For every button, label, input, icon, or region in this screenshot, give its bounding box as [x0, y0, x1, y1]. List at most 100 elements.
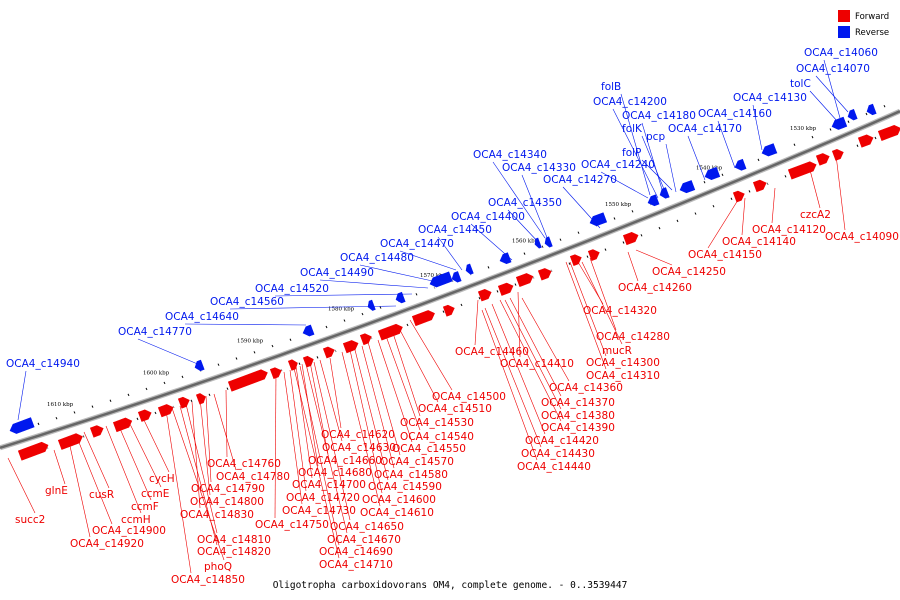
- forward-gene[interactable]: [515, 271, 537, 289]
- gene-label-oca4-c14780[interactable]: OCA4_c14780: [216, 471, 290, 483]
- forward-gene[interactable]: [287, 358, 301, 372]
- reverse-gene[interactable]: [846, 108, 859, 123]
- gene-label-oca4-c14920[interactable]: OCA4_c14920: [70, 538, 144, 550]
- reverse-gene[interactable]: [658, 187, 671, 202]
- gene-label-oca4-c14320[interactable]: OCA4_c14320: [583, 305, 657, 317]
- gene-label-oca4-c14530[interactable]: OCA4_c14530: [400, 417, 474, 429]
- gene-label-ccme[interactable]: ccmE: [141, 488, 169, 500]
- forward-gene[interactable]: [815, 151, 833, 167]
- gene-label-oca4-c14260[interactable]: OCA4_c14260: [618, 282, 692, 294]
- gene-label-oca4-c14280[interactable]: OCA4_c14280: [596, 331, 670, 343]
- gene-label-oca4-c14640[interactable]: OCA4_c14640: [165, 311, 239, 323]
- gene-label-oca4-c14570[interactable]: OCA4_c14570: [380, 456, 454, 468]
- forward-gene[interactable]: [195, 392, 209, 406]
- reverse-gene[interactable]: [703, 166, 722, 183]
- gene-label-oca4-c14180[interactable]: OCA4_c14180: [622, 110, 696, 122]
- gene-label-oca4-c14380[interactable]: OCA4_c14380: [541, 410, 615, 422]
- reverse-gene[interactable]: [464, 263, 476, 278]
- forward-gene[interactable]: [831, 147, 847, 162]
- forward-gene[interactable]: [112, 416, 136, 434]
- gene-label-oca4-c14900[interactable]: OCA4_c14900: [92, 525, 166, 537]
- forward-gene[interactable]: [732, 189, 748, 204]
- gene-label-glne[interactable]: glnE: [45, 485, 68, 497]
- gene-label-oca4-c14540[interactable]: OCA4_c14540: [400, 431, 474, 443]
- gene-label-oca4-c14830[interactable]: OCA4_c14830: [180, 509, 254, 521]
- forward-gene[interactable]: [137, 408, 155, 424]
- reverse-gene[interactable]: [678, 180, 697, 197]
- gene-label-oca4-c14250[interactable]: OCA4_c14250: [652, 266, 726, 278]
- forward-gene[interactable]: [442, 303, 458, 318]
- gene-label-oca4-c14940[interactable]: OCA4_c14940: [6, 358, 80, 370]
- forward-gene[interactable]: [342, 338, 362, 355]
- gene-label-folk[interactable]: folK: [622, 123, 643, 135]
- forward-gene[interactable]: [157, 402, 177, 419]
- gene-label-folp[interactable]: folP: [622, 147, 641, 159]
- gene-label-oca4-c14420[interactable]: OCA4_c14420: [525, 435, 599, 447]
- forward-gene[interactable]: [569, 252, 585, 268]
- gene-label-cych[interactable]: cycH: [149, 473, 175, 485]
- gene-label-oca4-c14690[interactable]: OCA4_c14690: [319, 546, 393, 558]
- gene-label-folb[interactable]: folB: [601, 81, 621, 93]
- gene-label-oca4-c14300[interactable]: OCA4_c14300: [586, 357, 660, 369]
- gene-label-czca2[interactable]: czcA2: [800, 209, 831, 221]
- gene-label-oca4-c14120[interactable]: OCA4_c14120: [752, 224, 826, 236]
- gene-label-oca4-c14270[interactable]: OCA4_c14270: [543, 174, 617, 186]
- forward-gene[interactable]: [587, 247, 603, 263]
- reverse-gene[interactable]: [830, 116, 849, 133]
- reverse-gene[interactable]: [394, 291, 407, 306]
- gene-label-oca4-c14800[interactable]: OCA4_c14800: [190, 496, 264, 508]
- gene-label-oca4-c14680[interactable]: OCA4_c14680: [298, 467, 372, 479]
- reverse-gene[interactable]: [865, 103, 878, 118]
- gene-label-ccmh[interactable]: ccmH: [121, 514, 151, 526]
- reverse-gene[interactable]: [8, 417, 36, 437]
- reverse-gene[interactable]: [543, 236, 555, 250]
- gene-label-oca4-c14670[interactable]: OCA4_c14670: [327, 534, 401, 546]
- gene-label-oca4-c14510[interactable]: OCA4_c14510: [418, 403, 492, 415]
- gene-label-oca4-c14440[interactable]: OCA4_c14440: [517, 461, 591, 473]
- forward-gene[interactable]: [477, 287, 495, 303]
- gene-label-oca4-c14350[interactable]: OCA4_c14350: [488, 197, 562, 209]
- gene-label-oca4-c14500[interactable]: OCA4_c14500: [432, 391, 506, 403]
- forward-gene[interactable]: [269, 366, 285, 381]
- forward-gene[interactable]: [857, 133, 877, 149]
- gene-label-oca4-c14160[interactable]: OCA4_c14160: [698, 108, 772, 120]
- gene-label-oca4-c14520[interactable]: OCA4_c14520: [255, 283, 329, 295]
- gene-label-cusr[interactable]: cusR: [89, 489, 114, 501]
- gene-label-oca4-c14820[interactable]: OCA4_c14820: [197, 546, 271, 558]
- gene-label-oca4-c14450[interactable]: OCA4_c14450: [418, 224, 492, 236]
- gene-label-oca4-c14480[interactable]: OCA4_c14480: [340, 252, 414, 264]
- reverse-gene[interactable]: [366, 299, 378, 314]
- gene-label-oca4-c14360[interactable]: OCA4_c14360: [549, 382, 623, 394]
- forward-gene[interactable]: [89, 423, 107, 439]
- gene-label-oca4-c14310[interactable]: OCA4_c14310: [586, 370, 660, 382]
- reverse-gene[interactable]: [760, 143, 779, 160]
- gene-label-oca4-c14590[interactable]: OCA4_c14590: [368, 481, 442, 493]
- reverse-gene[interactable]: [498, 252, 513, 268]
- gene-label-pcp[interactable]: pcp: [646, 131, 665, 143]
- reverse-gene[interactable]: [428, 271, 454, 291]
- forward-gene[interactable]: [497, 281, 517, 298]
- forward-gene[interactable]: [877, 123, 900, 143]
- gene-label-oca4-c14090[interactable]: OCA4_c14090: [825, 231, 899, 243]
- gene-label-oca4-c14610[interactable]: OCA4_c14610: [360, 507, 434, 519]
- gene-label-mucr[interactable]: mucR: [602, 345, 632, 357]
- gene-label-oca4-c14730[interactable]: OCA4_c14730: [282, 505, 356, 517]
- gene-label-oca4-c14700[interactable]: OCA4_c14700: [292, 479, 366, 491]
- gene-label-oca4-c14750[interactable]: OCA4_c14750: [255, 519, 329, 531]
- gene-label-oca4-c14370[interactable]: OCA4_c14370: [541, 397, 615, 409]
- reverse-gene[interactable]: [733, 158, 748, 174]
- gene-label-oca4-c14550[interactable]: OCA4_c14550: [392, 443, 466, 455]
- reverse-gene[interactable]: [301, 324, 316, 340]
- forward-gene[interactable]: [537, 266, 555, 282]
- gene-label-oca4-c14600[interactable]: OCA4_c14600: [362, 494, 436, 506]
- gene-label-oca4-c14170[interactable]: OCA4_c14170: [668, 123, 742, 135]
- gene-label-oca4-c14580[interactable]: OCA4_c14580: [374, 469, 448, 481]
- gene-label-oca4-c14650[interactable]: OCA4_c14650: [330, 521, 404, 533]
- reverse-gene[interactable]: [193, 359, 206, 374]
- gene-label-oca4-c14560[interactable]: OCA4_c14560: [210, 296, 284, 308]
- forward-gene[interactable]: [377, 322, 406, 342]
- forward-gene[interactable]: [227, 368, 271, 394]
- reverse-gene[interactable]: [588, 212, 609, 230]
- gene-label-oca4-c14620[interactable]: OCA4_c14620: [321, 429, 395, 441]
- gene-label-oca4-c14410[interactable]: OCA4_c14410: [500, 358, 574, 370]
